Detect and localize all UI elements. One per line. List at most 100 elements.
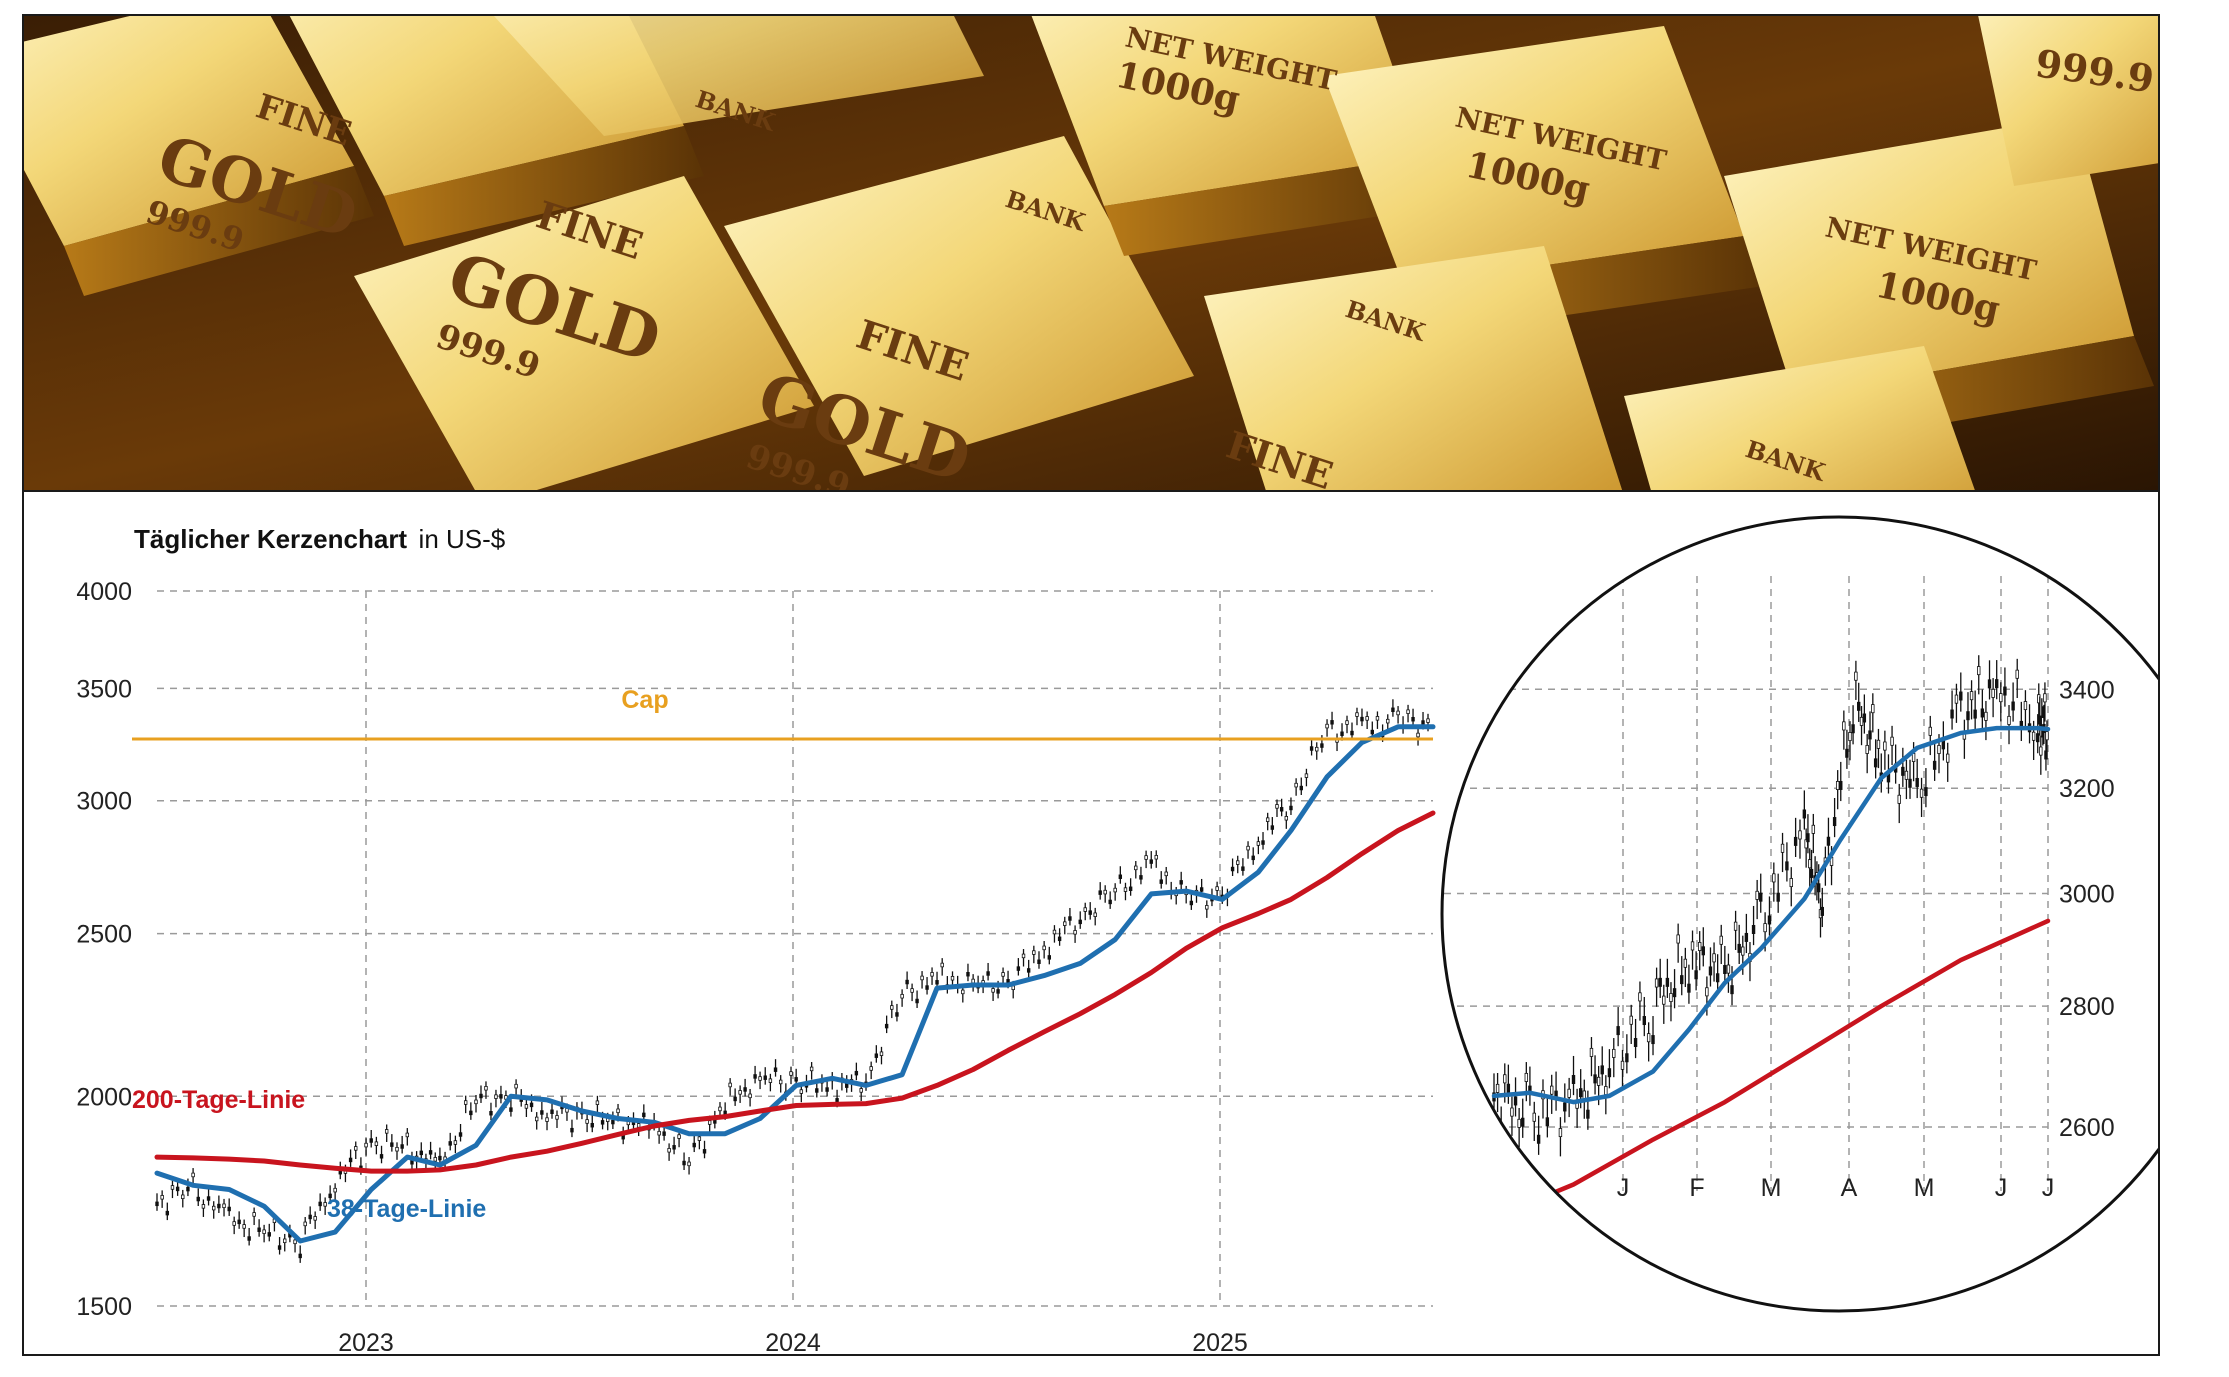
candle-body bbox=[815, 1088, 819, 1093]
candle-body bbox=[1662, 995, 1666, 1005]
candle-body bbox=[1924, 787, 1928, 797]
candle-body bbox=[1616, 1026, 1620, 1036]
candle-body bbox=[535, 1116, 539, 1122]
cap-label: Cap bbox=[621, 686, 668, 714]
candle-body bbox=[743, 1087, 747, 1092]
candle-body bbox=[996, 989, 1000, 994]
candle-body bbox=[884, 1023, 889, 1029]
candle-body bbox=[1851, 724, 1855, 734]
candle-body bbox=[1510, 1107, 1514, 1117]
chart-title: Täglicher Kerzenchart in US-$ bbox=[134, 524, 506, 554]
candle-body bbox=[1189, 900, 1194, 906]
candle-body bbox=[1503, 1074, 1507, 1084]
candle-body bbox=[1915, 777, 1919, 787]
candle-body bbox=[662, 1131, 666, 1136]
candle-body bbox=[778, 1079, 783, 1085]
candle-body bbox=[1658, 977, 1662, 987]
main-chart-series bbox=[154, 699, 1436, 1263]
candle-body bbox=[773, 1067, 778, 1072]
candle-body bbox=[1113, 887, 1117, 893]
candle-body bbox=[1304, 773, 1309, 778]
label-200-tage-linie: 200-Tage-Linie bbox=[132, 1086, 305, 1114]
candle-body bbox=[1802, 809, 1807, 819]
candle-body bbox=[555, 1115, 559, 1120]
candle-body bbox=[1646, 1033, 1651, 1043]
candle-body bbox=[348, 1157, 353, 1163]
candle-body bbox=[1037, 959, 1041, 964]
candle-body bbox=[1862, 713, 1867, 723]
candle-body bbox=[1919, 788, 1924, 798]
zoom-chart-series bbox=[1491, 655, 2051, 1220]
candle-body bbox=[910, 988, 914, 993]
candle-body bbox=[448, 1141, 452, 1146]
main-chart-ticks: 1500 2000 2500 3000 3500 4000 2023 2024 2025 bbox=[76, 578, 1247, 1354]
candle-body bbox=[1179, 880, 1183, 885]
candle-body bbox=[1901, 766, 1905, 776]
candle-body bbox=[1954, 694, 1959, 704]
candle-body bbox=[293, 1239, 297, 1245]
candle-body bbox=[1345, 720, 1349, 725]
x-tick-label: J bbox=[1995, 1174, 2008, 1202]
candle-body bbox=[869, 1066, 873, 1071]
figure-frame: FINE GOLD 999.9 BANK FINE GOLD 999.9 BAN… bbox=[22, 14, 2160, 1356]
candle-body bbox=[1495, 1083, 1500, 1093]
candle-body bbox=[611, 1119, 615, 1125]
candle-body bbox=[905, 979, 909, 985]
candle-body bbox=[433, 1157, 437, 1162]
y-tick-label: 1500 bbox=[76, 1293, 132, 1321]
candle-body bbox=[206, 1196, 211, 1201]
candle-body bbox=[733, 1096, 737, 1102]
y-tick-label: 2600 bbox=[2059, 1114, 2115, 1142]
candle-body bbox=[1406, 709, 1410, 714]
candle-body bbox=[718, 1106, 722, 1112]
y-tick-label: 3500 bbox=[76, 675, 132, 703]
candle-body bbox=[1811, 824, 1816, 834]
chart-title-unit: in US-$ bbox=[419, 524, 506, 554]
candle-body bbox=[1123, 887, 1128, 892]
series-line bbox=[1491, 725, 2051, 1105]
candle-body bbox=[175, 1186, 180, 1192]
candle-body bbox=[1857, 701, 1861, 711]
candle-body bbox=[1205, 905, 1209, 910]
candle-body bbox=[1593, 1074, 1597, 1084]
candle-body bbox=[1620, 1060, 1625, 1070]
main-chart-grid bbox=[157, 590, 1433, 1307]
candle-body bbox=[1251, 855, 1255, 861]
candle-body bbox=[1780, 843, 1785, 853]
candle-body bbox=[1733, 921, 1738, 931]
candle-body bbox=[1928, 726, 1932, 736]
zoom-circle-border bbox=[1440, 515, 2158, 1313]
y-tick-label: 2500 bbox=[76, 921, 132, 949]
candle-body bbox=[1426, 718, 1430, 723]
candle-body bbox=[1068, 916, 1072, 921]
zoom-circle-background bbox=[1442, 517, 2158, 1311]
candle-body bbox=[494, 1094, 498, 1099]
candle-body bbox=[1042, 945, 1046, 951]
candle-body bbox=[1098, 890, 1102, 895]
candle-body bbox=[707, 1120, 712, 1125]
candle-body bbox=[1289, 805, 1293, 811]
candle-body bbox=[590, 1122, 594, 1128]
candle-body bbox=[1391, 707, 1395, 713]
candle-body bbox=[1629, 1015, 1633, 1025]
candle-body bbox=[1604, 1086, 1608, 1096]
candle-body bbox=[395, 1146, 399, 1152]
candle-body bbox=[1416, 732, 1420, 738]
candle-body bbox=[2039, 746, 2043, 756]
candle-body bbox=[1789, 878, 1793, 888]
candle-body bbox=[677, 1134, 681, 1139]
candle-body bbox=[600, 1120, 605, 1125]
candle-body bbox=[682, 1160, 686, 1166]
candle-body bbox=[1737, 943, 1741, 953]
candle-body bbox=[1987, 679, 1992, 689]
candle-body bbox=[390, 1142, 394, 1147]
candle-body bbox=[1026, 968, 1031, 973]
candle-body bbox=[1625, 1053, 1629, 1063]
candle-body bbox=[1325, 723, 1329, 729]
candle-body bbox=[1908, 778, 1912, 788]
candle-body bbox=[1370, 729, 1374, 735]
candle-body bbox=[1755, 890, 1759, 900]
candle-body bbox=[1904, 770, 1909, 780]
candle-body bbox=[1571, 1075, 1576, 1084]
candle-body bbox=[1256, 841, 1261, 846]
